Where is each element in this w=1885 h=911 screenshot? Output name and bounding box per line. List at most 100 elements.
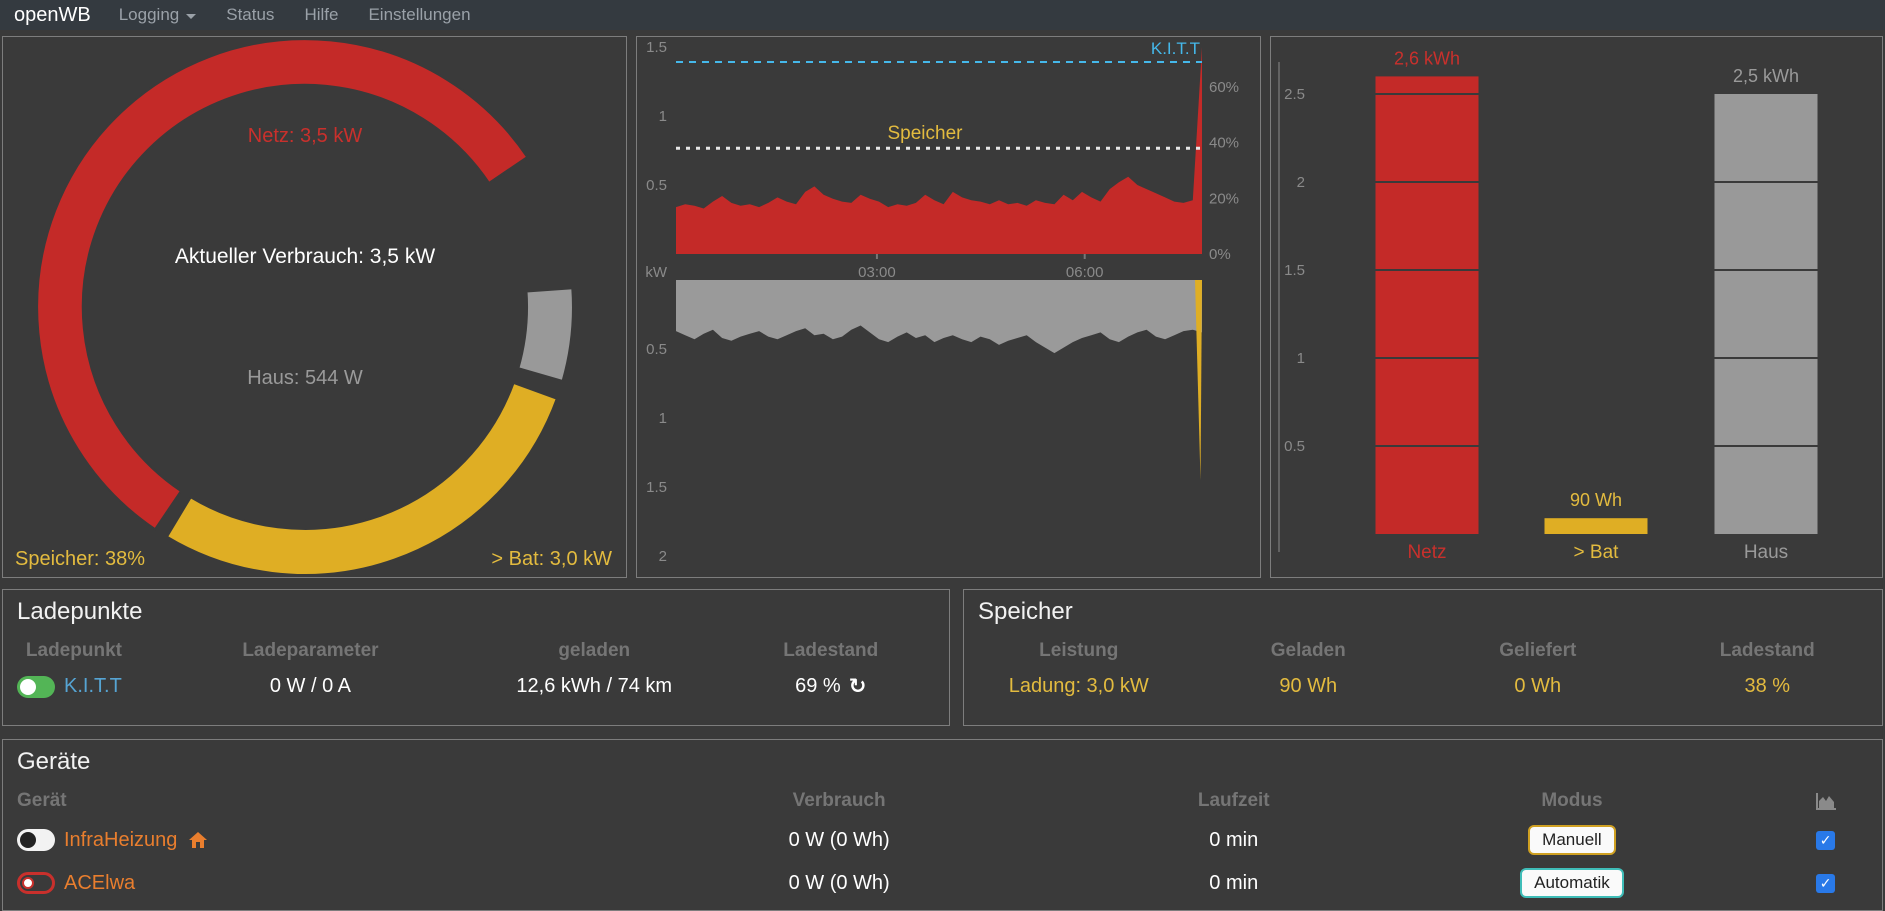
tables-row: Ladepunkte Ladepunkt Ladeparameter gelad… [2, 589, 1883, 726]
bat-power-label: > Bat: 3,0 kW [491, 548, 612, 570]
svg-text:0.5: 0.5 [646, 341, 667, 358]
svg-text:1: 1 [1297, 350, 1305, 367]
speicher-leistung-value: Ladung: 3,0 kW [1008, 675, 1149, 697]
svg-text:20%: 20% [1209, 190, 1239, 207]
speicher-geladen-value: 90 Wh [1279, 675, 1338, 697]
speicher-values-row: Ladung: 3,0 kW 90 Wh 0 Wh 38 % [964, 675, 1882, 698]
svg-text:06:00: 06:00 [1066, 264, 1104, 281]
col-ladeparameter: Ladeparameter [242, 640, 379, 661]
dashboard: Netz: 3,5 kW Aktueller Verbrauch: 3,5 kW… [0, 30, 1885, 911]
chargepoint-name: K.I.T.T [64, 675, 122, 697]
nav-item-logging[interactable]: Logging [119, 5, 197, 25]
device-name: InfraHeizung [64, 828, 178, 851]
nav-item-status[interactable]: Status [226, 5, 274, 25]
soc-refresh-icon[interactable]: ↻ [848, 675, 867, 698]
donut-segment-bat [165, 381, 559, 576]
donut-segment-haus [517, 287, 574, 383]
device-mode-button[interactable]: Manuell [1528, 825, 1616, 855]
bar-> Bat [1544, 518, 1648, 534]
col-geraet: Gerät [17, 790, 67, 811]
svg-text:0.5: 0.5 [646, 177, 667, 194]
charts-row: Netz: 3,5 kW Aktueller Verbrauch: 3,5 kW… [2, 36, 1883, 578]
col-geladen-sp: Geladen [1270, 640, 1346, 661]
svg-text:40%: 40% [1209, 135, 1239, 152]
brand-logo[interactable]: openWB [14, 3, 91, 26]
power-history-panel: K.I.T.T Speicher 1.5 1 0.5 kW 60% 40% 20% 0% 03:00… [636, 36, 1261, 578]
device-verbrauch: 0 W (0 Wh) [788, 871, 890, 894]
device-mode-button[interactable]: Automatik [1520, 868, 1624, 898]
col-geliefert: Geliefert [1499, 640, 1577, 661]
navbar: openWB Logging Status Hilfe Einstellunge… [0, 0, 1885, 30]
col-geladen: geladen [558, 640, 631, 661]
svg-text:1: 1 [659, 108, 667, 125]
col-ladepunkt: Ladepunkt [25, 640, 122, 661]
nav-menu: Logging Status Hilfe Einstellungen [119, 5, 471, 25]
svg-text:1: 1 [659, 410, 667, 427]
col-ladestand-sp: Ladestand [1719, 640, 1815, 661]
speicher-geliefert-value: 0 Wh [1514, 675, 1562, 697]
chart-toggle-icon[interactable] [1769, 792, 1882, 811]
nav-item-hilfe[interactable]: Hilfe [304, 5, 338, 25]
home-icon [188, 831, 208, 849]
power-history-chart: K.I.T.T Speicher 1.5 1 0.5 kW 60% 40% 20% 0% 03:00… [645, 39, 1239, 565]
haus-area [676, 280, 1202, 354]
caret-down-icon [186, 13, 197, 19]
energy-bars-panel: 2.5 2 1.5 1 0.5 2,6 kWh Netz 90 Wh > Bat 2,5 kWh H… [1270, 36, 1883, 578]
device-verbrauch: 0 W (0 Wh) [788, 828, 890, 851]
svg-text:K.I.T.T: K.I.T.T [1151, 39, 1200, 58]
col-verbrauch: Verbrauch [792, 790, 886, 811]
svg-text:Speicher: Speicher [888, 123, 964, 144]
ladepunkte-panel: Ladepunkte Ladepunkt Ladeparameter gelad… [2, 589, 950, 726]
bar-Netz [1375, 76, 1479, 535]
chargepoint-ladestand: 69 % [795, 675, 841, 697]
nav-item-logging-label: Logging [118, 5, 180, 24]
ladepunkte-header-row: Ladepunkt Ladeparameter geladen Ladestan… [3, 640, 949, 662]
svg-text:90 Wh: 90 Wh [1570, 490, 1622, 510]
bar-Haus [1714, 94, 1818, 534]
device-laufzeit: 0 min [1209, 871, 1259, 894]
consumption-donut-panel: Netz: 3,5 kW Aktueller Verbrauch: 3,5 kW… [2, 36, 627, 578]
current-consumption-label: Aktueller Verbrauch: 3,5 kW [174, 245, 436, 268]
col-leistung: Leistung [1039, 640, 1119, 661]
svg-text:03:00: 03:00 [858, 264, 896, 281]
device-chart-checkbox[interactable]: ✓ [1816, 873, 1836, 893]
speicher-panel: Speicher Leistung Geladen Geliefert Lade… [963, 589, 1883, 726]
svg-text:0%: 0% [1209, 246, 1231, 263]
device-chart-checkbox[interactable]: ✓ [1816, 830, 1836, 850]
svg-text:2.5: 2.5 [1284, 86, 1305, 103]
col-modus: Modus [1541, 790, 1603, 811]
chargepoint-ladeparameter: 0 W / 0 A [269, 675, 352, 697]
device-laufzeit: 0 min [1209, 828, 1259, 851]
svg-text:Netz: Netz [1407, 542, 1446, 563]
chargepoint-row: K.I.T.T 0 W / 0 A 12,6 kWh / 74 km 69 % … [3, 675, 949, 698]
chargepoint-geladen: 12,6 kWh / 74 km [516, 675, 673, 697]
energy-bar-chart: 2.5 2 1.5 1 0.5 2,6 kWh Netz 90 Wh > Bat 2,5 kWh H… [1278, 48, 1818, 563]
speicher-soc-label: Speicher: 38% [15, 548, 146, 570]
nav-item-status-label: Status [226, 5, 275, 24]
speicher-header-row: Leistung Geladen Geliefert Ladestand [964, 640, 1882, 662]
geraete-title: Geräte [17, 748, 91, 775]
chargepoint-toggle-icon[interactable] [17, 675, 55, 698]
speicher-ladestand-value: 38 % [1744, 675, 1791, 697]
nav-item-hilfe-label: Hilfe [304, 5, 339, 24]
svg-text:2: 2 [659, 548, 667, 565]
nav-item-einstellungen-label: Einstellungen [368, 5, 471, 24]
bat-spike [1195, 280, 1202, 481]
geraete-header-row: Gerät Verbrauch Laufzeit Modus [3, 790, 1882, 812]
netz-value-label: Netz: 3,5 kW [247, 125, 363, 147]
speicher-title: Speicher [978, 598, 1073, 625]
svg-text:1.5: 1.5 [1284, 262, 1305, 279]
haus-value-label: Haus: 544 W [247, 367, 363, 389]
geraete-panel: Geräte Gerät Verbrauch Laufzeit Modus In… [2, 739, 1883, 911]
device-row: InfraHeizung 0 W (0 Wh) 0 min Manuell ✓ [3, 825, 1882, 855]
svg-text:1.5: 1.5 [646, 39, 667, 56]
device-name: ACElwa [64, 871, 136, 894]
svg-text:0.5: 0.5 [1284, 438, 1305, 455]
nav-item-einstellungen[interactable]: Einstellungen [368, 5, 470, 25]
svg-text:2: 2 [1297, 174, 1305, 191]
svg-text:> Bat: > Bat [1574, 542, 1620, 563]
svg-text:2,5 kWh: 2,5 kWh [1733, 66, 1799, 86]
device-toggle-icon[interactable] [17, 829, 55, 851]
consumption-donut-chart [36, 38, 574, 576]
device-toggle-icon[interactable] [17, 872, 55, 894]
